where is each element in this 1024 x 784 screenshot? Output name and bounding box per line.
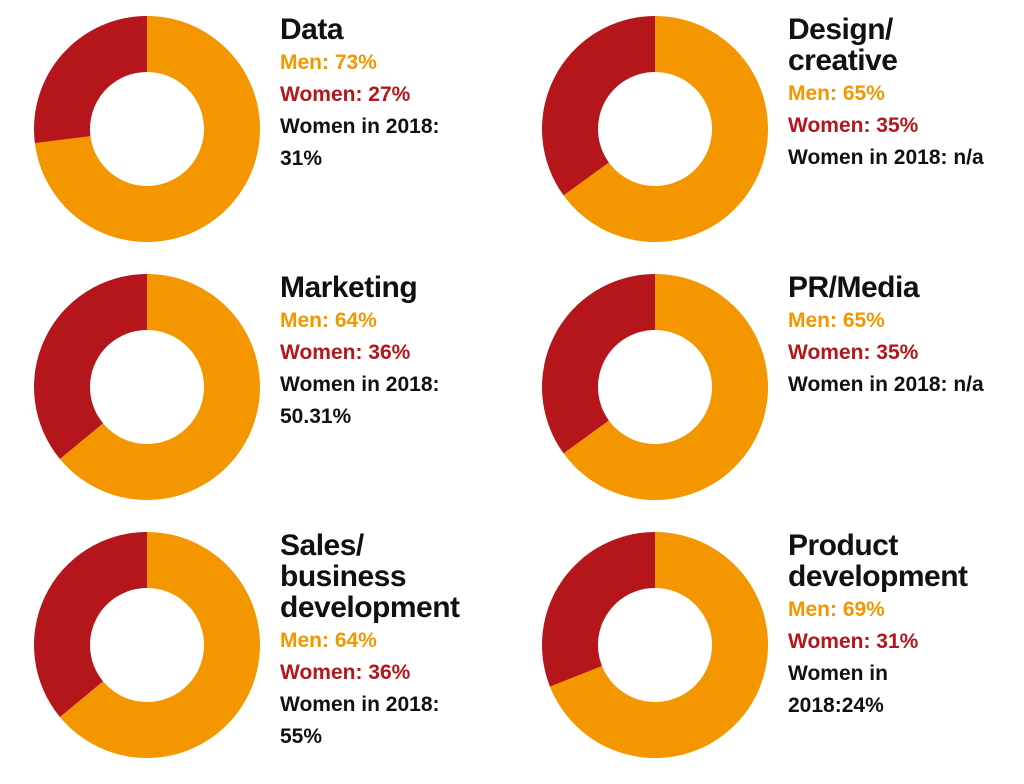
- donut-chart-design-creative: [542, 16, 768, 242]
- panel-label: Design/ creative Men: 65% Women: 35% Wom…: [788, 14, 1024, 174]
- women-2018-share: Women in 2018: n/a: [788, 373, 984, 396]
- men-share: Men: 73%: [280, 51, 377, 74]
- panel-title: PR/Media: [788, 271, 920, 304]
- women-share: Women: 35%: [788, 341, 919, 364]
- women-share: Women: 27%: [280, 83, 411, 106]
- men-share: Men: 69%: [788, 598, 885, 621]
- women-2018-share: Women in 2018: n/a: [788, 146, 984, 169]
- panel-title: Product development: [788, 529, 968, 593]
- panel-data: Data Men: 73% Women: 27% Women in 2018: …: [32, 14, 532, 264]
- men-share: Men: 65%: [788, 309, 885, 332]
- donut-chart-marketing: [34, 274, 260, 500]
- panel-sales-business-development: Sales/ business development Men: 64% Wom…: [32, 530, 532, 780]
- women-share: Women: 31%: [788, 630, 919, 653]
- donut-chart-product-development: [542, 532, 768, 758]
- donut-slice-women: [542, 274, 655, 454]
- donut-slice-women: [34, 16, 147, 144]
- women-share: Women: 36%: [280, 661, 411, 684]
- panel-title: Design/ creative: [788, 13, 898, 77]
- women-share: Women: 35%: [788, 114, 919, 137]
- donut-chart-sales-business-development: [34, 532, 260, 758]
- donut-slice-women: [542, 532, 655, 687]
- panel-label: PR/Media Men: 65% Women: 35% Women in 20…: [788, 272, 1024, 401]
- donut-slice-women: [34, 532, 147, 718]
- panel-title: Sales/ business development: [280, 529, 460, 624]
- panel-label: Sales/ business development Men: 64% Wom…: [280, 530, 530, 753]
- donut-slice-men: [59, 274, 260, 500]
- donut-slice-men: [563, 16, 768, 242]
- donut-slice-women: [34, 274, 147, 460]
- donut-slice-men: [563, 274, 768, 500]
- panel-label: Data Men: 73% Women: 27% Women in 2018: …: [280, 14, 530, 175]
- donut-slice-women: [542, 16, 655, 196]
- panel-label: Marketing Men: 64% Women: 36% Women in 2…: [280, 272, 530, 433]
- women-2018-share: Women in 2018:24%: [788, 662, 888, 717]
- panel-pr-media: PR/Media Men: 65% Women: 35% Women in 20…: [540, 272, 1024, 522]
- donut-slice-men: [59, 532, 260, 758]
- donut-chart-data: [34, 16, 260, 242]
- panel-title: Data: [280, 13, 344, 46]
- men-share: Men: 65%: [788, 82, 885, 105]
- women-2018-share: Women in 2018: 50.31%: [280, 373, 440, 428]
- women-2018-share: Women in 2018: 55%: [280, 693, 440, 748]
- donut-chart-pr-media: [542, 274, 768, 500]
- men-share: Men: 64%: [280, 629, 377, 652]
- women-share: Women: 36%: [280, 341, 411, 364]
- panel-title: Marketing: [280, 271, 418, 304]
- donut-slice-men: [34, 16, 260, 242]
- panel-marketing: Marketing Men: 64% Women: 36% Women in 2…: [32, 272, 532, 522]
- panel-label: Product development Men: 69% Women: 31% …: [788, 530, 1024, 722]
- men-share: Men: 64%: [280, 309, 377, 332]
- panel-design-creative: Design/ creative Men: 65% Women: 35% Wom…: [540, 14, 1024, 264]
- donut-slice-men: [549, 532, 768, 758]
- women-2018-share: Women in 2018: 31%: [280, 115, 440, 170]
- panel-product-development: Product development Men: 69% Women: 31% …: [540, 530, 1024, 780]
